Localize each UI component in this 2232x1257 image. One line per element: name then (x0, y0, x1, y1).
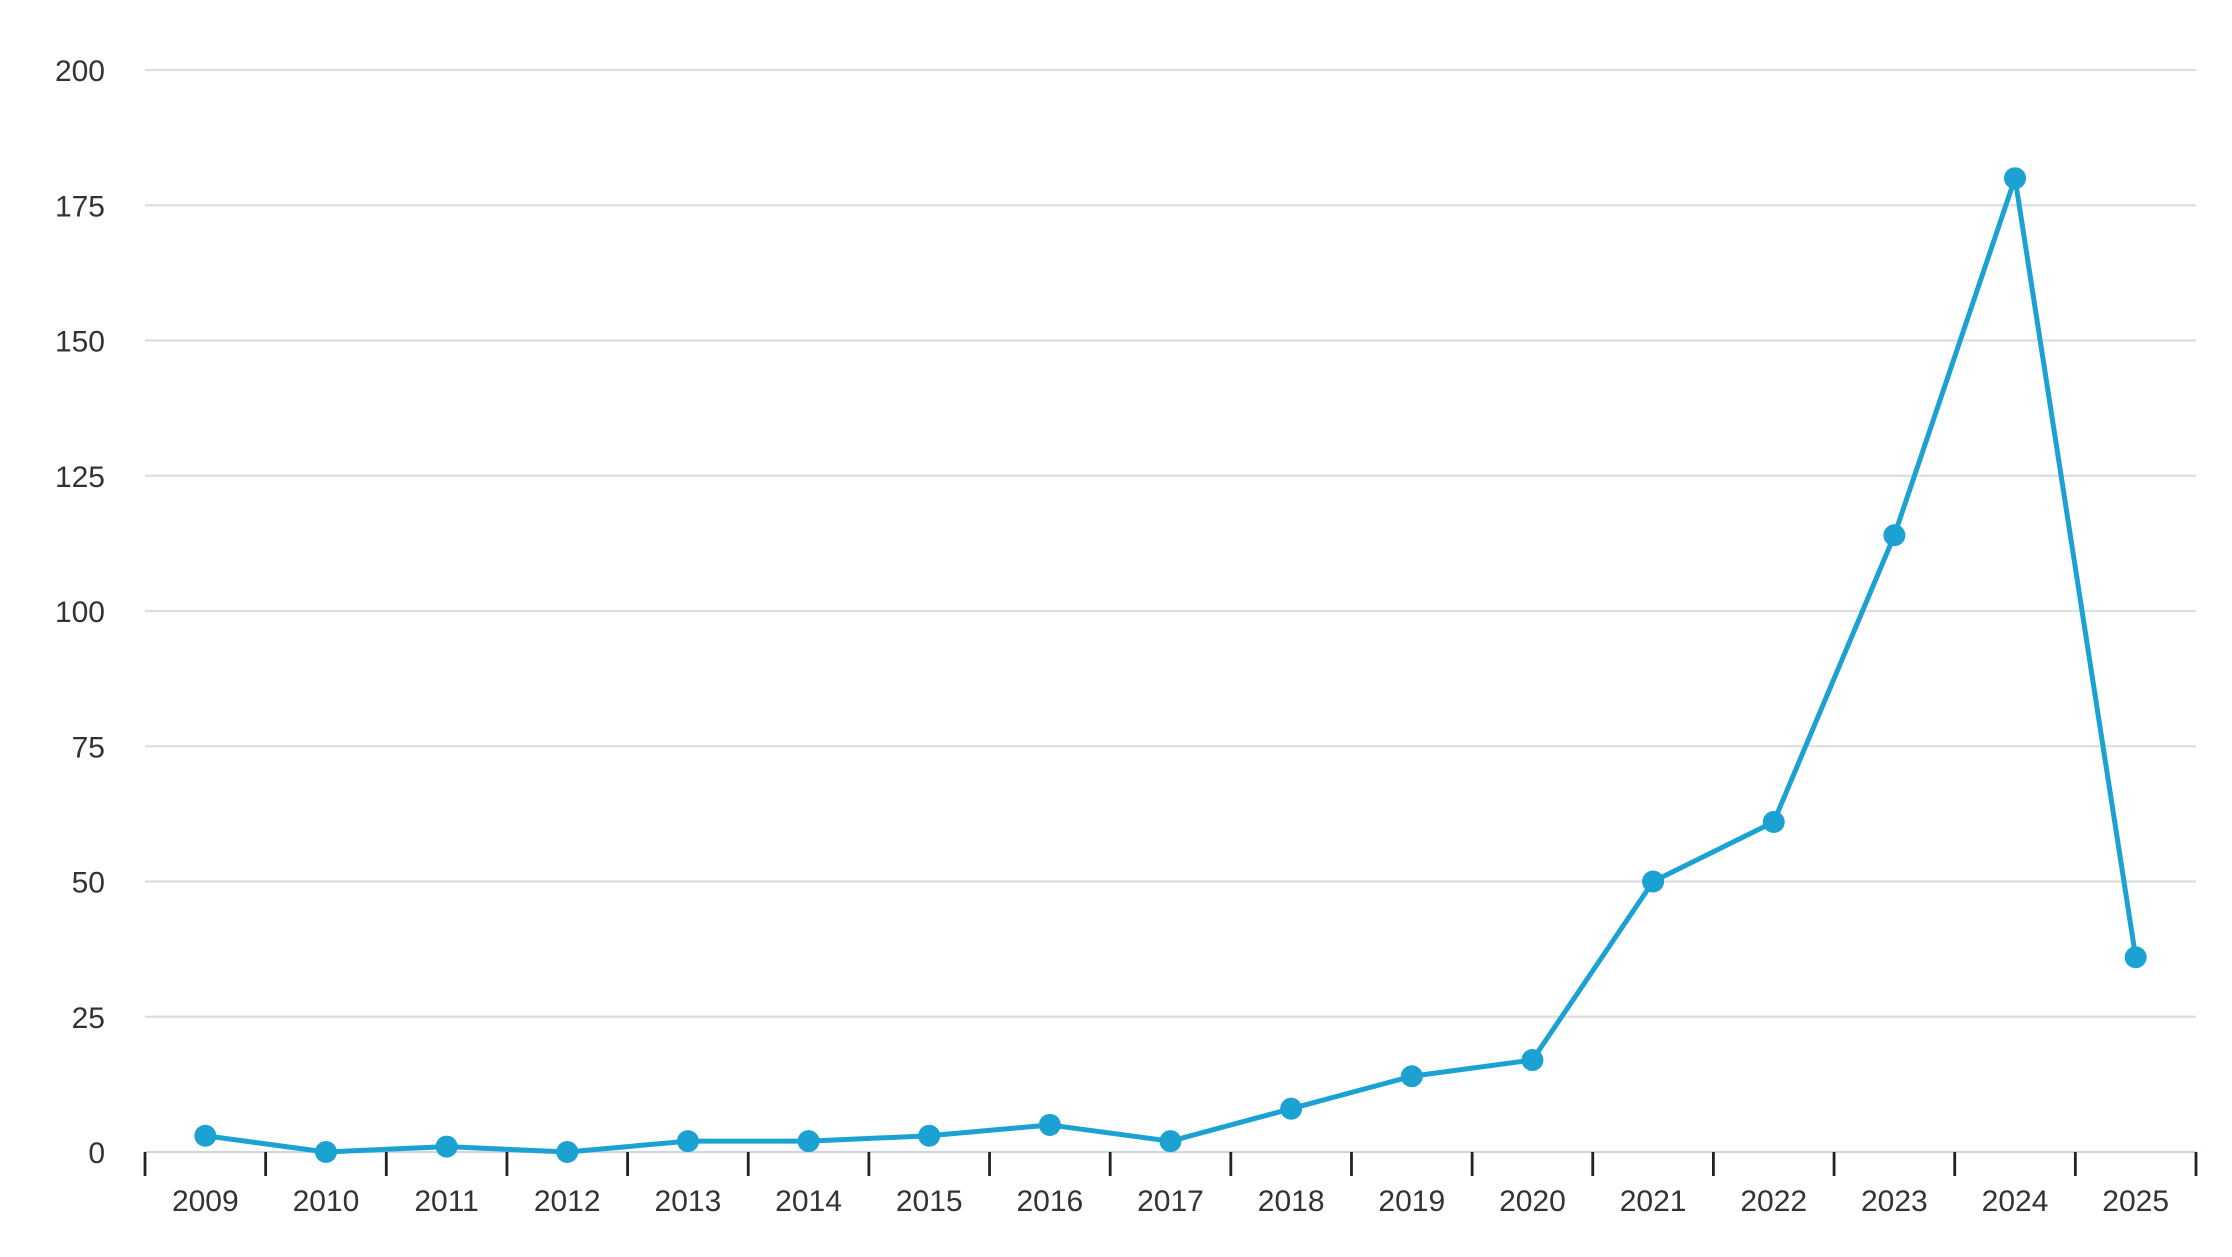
label-layer: 0 25 50 75 100 125 150 175 200 2009 2010 2011 2012 20… (55, 55, 2169, 1218)
x-tick-label-2021: 2021 (1620, 1185, 1687, 1218)
data-point-2016 (1038, 1113, 1061, 1136)
y-tick-label-125: 125 (55, 461, 105, 494)
x-tick-label-2014: 2014 (775, 1185, 842, 1218)
x-tick-label-2013: 2013 (655, 1185, 722, 1218)
series-line-0 (202, 175, 2139, 1155)
grid-layer (145, 68, 2196, 1018)
y-tick-label-100: 100 (55, 596, 105, 629)
series-layer (194, 167, 2147, 1163)
data-point-2019 (1400, 1065, 1423, 1088)
y-tick-label-175: 175 (55, 190, 105, 223)
data-point-2020 (1521, 1049, 1544, 1072)
x-tick-label-2011: 2011 (414, 1185, 479, 1218)
y-tick-label-50: 50 (72, 867, 105, 900)
data-point-2021 (1642, 870, 1665, 893)
x-tick-label-2018: 2018 (1258, 1185, 1325, 1218)
data-point-2009 (194, 1124, 217, 1147)
x-tick-label-2024: 2024 (1982, 1185, 2049, 1218)
x-tick-label-2016: 2016 (1016, 1185, 1083, 1218)
data-point-2012 (556, 1141, 579, 1163)
y-tick-label-200: 200 (55, 55, 105, 88)
x-tick-label-2015: 2015 (896, 1185, 963, 1218)
y-tick-label-0: 0 (88, 1137, 105, 1170)
x-tick-label-2023: 2023 (1861, 1185, 1928, 1218)
data-point-2010 (314, 1141, 337, 1163)
data-point-2022 (1762, 810, 1785, 833)
data-point-2024 (2004, 167, 2027, 190)
y-tick-label-75: 75 (72, 731, 105, 764)
x-tick-label-2022: 2022 (1740, 1185, 1807, 1218)
data-point-2011 (435, 1135, 458, 1158)
x-tick-label-2017: 2017 (1137, 1185, 1204, 1218)
data-point-2017 (1159, 1130, 1182, 1153)
y-tick-label-150: 150 (55, 326, 105, 359)
data-point-2014 (797, 1130, 820, 1153)
data-point-2015 (918, 1124, 941, 1147)
x-tick-label-2020: 2020 (1499, 1185, 1566, 1218)
x-tick-label-2019: 2019 (1378, 1185, 1445, 1218)
data-point-2018 (1280, 1097, 1303, 1120)
x-tick-label-2009: 2009 (172, 1185, 239, 1218)
x-tick-label-2025: 2025 (2102, 1185, 2169, 1218)
y-tick-label-25: 25 (72, 1002, 105, 1035)
x-tick-label-2012: 2012 (534, 1185, 601, 1218)
data-point-2025 (2124, 946, 2147, 969)
data-point-2013 (676, 1130, 699, 1153)
data-point-2023 (1883, 524, 1906, 547)
x-tick-label-2010: 2010 (293, 1185, 360, 1218)
